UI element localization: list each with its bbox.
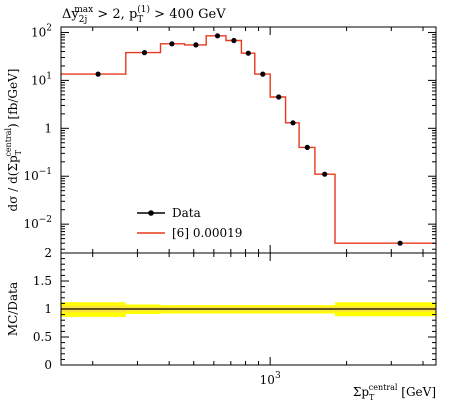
x-tick-label: 103: [260, 371, 281, 387]
legend: Data [6] 0.00019: [137, 206, 242, 240]
y-tick-label: 10−2: [23, 215, 52, 231]
data-point: [231, 37, 237, 44]
data-point: [397, 240, 403, 246]
data-point: [141, 50, 148, 56]
data-point: [260, 71, 266, 77]
main-plot-frame: [60, 26, 437, 254]
data-point: [276, 94, 282, 100]
main-x-axis: [92, 27, 424, 253]
x-tick-labels: 103: [260, 371, 281, 387]
data-point: [245, 50, 251, 56]
main-plot: 102 101 1 10−1 10−2 dσ / d(ΣpTcentral) [fb/G…: [4, 23, 437, 254]
chart-title: Δy2jmax > 2, pT(1) > 400 GeV: [62, 4, 226, 25]
y-tick-label: 10−1: [23, 167, 52, 183]
ratio-x-axis: [92, 253, 424, 365]
legend-mc-label: [6] 0.00019: [172, 226, 242, 240]
data-point: [95, 71, 101, 77]
ratio-y-axis-label: MC/Data: [6, 282, 20, 336]
ratio-y-axis: 0 0.5 1 1.5 2: [33, 246, 436, 372]
y-tick-label: 1: [44, 121, 52, 135]
mc-histogram: [61, 35, 436, 244]
data-point: [290, 120, 296, 126]
x-axis-label: ΣpTcentral [GeV]: [353, 383, 436, 402]
data-point: [193, 42, 199, 48]
ratio-tick-label: 0: [44, 358, 52, 372]
data-point: [214, 33, 221, 39]
data-point: [304, 144, 310, 150]
ratio-tick-label: 1: [44, 302, 52, 316]
main-y-axis-label: dσ / d(ΣpTcentral) [fb/GeV]: [4, 69, 23, 212]
y-tick-label: 102: [31, 23, 52, 39]
legend-data-label: Data: [172, 206, 201, 220]
legend-data-marker: [148, 210, 154, 216]
ratio-tick-label: 1.5: [33, 274, 52, 288]
ratio-plot: 0 0.5 1 1.5 2 MC/Data: [6, 246, 437, 372]
y-tick-label: 101: [31, 71, 52, 87]
data-point: [169, 41, 175, 47]
ratio-tick-label: 2: [44, 246, 52, 260]
data-point: [322, 171, 328, 177]
ratio-tick-label: 0.5: [33, 330, 52, 344]
main-y-axis: 102 101 1 10−1 10−2: [23, 23, 436, 250]
